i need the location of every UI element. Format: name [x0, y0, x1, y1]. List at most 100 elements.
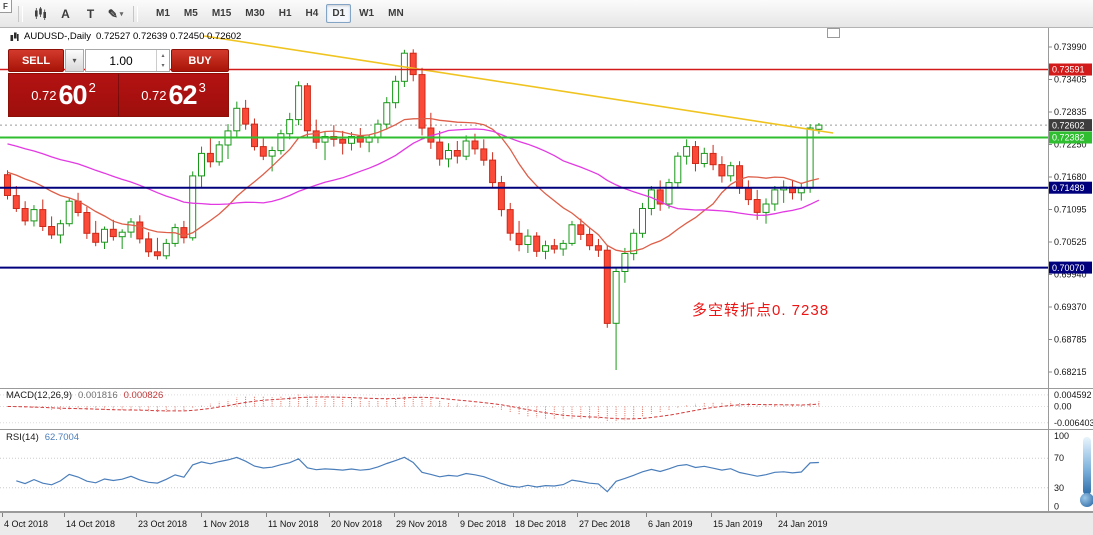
date-label: 15 Jan 2019 — [713, 519, 763, 529]
timeframe-button-d1[interactable]: D1 — [326, 4, 352, 23]
chart-shift-marker[interactable] — [827, 28, 840, 38]
symbol-name: AUDUSD-,Daily — [24, 31, 92, 42]
rsi-indicator-label: RSI(14) 62.7004 — [6, 432, 79, 443]
macd-title: MACD(12,26,9) — [6, 390, 72, 401]
sell-price-fraction: 2 — [88, 79, 96, 95]
time-axis-tick — [513, 513, 514, 517]
main-toolbar: A T ✎ ▾ M1 M5 M15 M30 H1 H4 D1 W1 MN — [0, 0, 1093, 28]
spinner-down-icon: ▾ — [161, 63, 165, 70]
date-label: 20 Nov 2018 — [331, 519, 383, 529]
sell-button[interactable]: SELL — [8, 49, 64, 72]
time-axis-tick — [201, 513, 202, 517]
timeframe-toolbar: M1 M5 M15 M30 H1 H4 D1 W1 MN — [150, 4, 410, 23]
svg-text:0.69940: 0.69940 — [1054, 270, 1087, 280]
time-axis-tick — [394, 513, 395, 517]
macd-indicator-label: MACD(12,26,9) 0.001816 0.000826 — [6, 390, 163, 401]
timeframe-button-mn[interactable]: MN — [388, 8, 404, 19]
timeframe-button-m15[interactable]: M15 — [211, 8, 232, 19]
volume-value: 1.00 — [109, 53, 133, 68]
timeframe-button-m30[interactable]: M30 — [245, 8, 265, 19]
buy-price-prefix: 0.72 — [141, 87, 167, 103]
date-label: 24 Jan 2019 — [778, 519, 828, 529]
buy-price-pips: 62 — [168, 79, 198, 110]
svg-text:0.72602: 0.72602 — [1052, 120, 1085, 130]
draw-tool-button[interactable]: ✎ ▾ — [104, 3, 127, 24]
buy-price-display[interactable]: 0.72 62 3 — [119, 74, 228, 116]
date-label: 9 Dec 2018 — [460, 519, 507, 529]
timeframe-button-m5[interactable]: M5 — [183, 8, 198, 19]
svg-text:-0.006403: -0.006403 — [1054, 418, 1093, 428]
bid-ask-display: 0.72 60 2 0.72 62 3 — [8, 73, 229, 117]
svg-text:0.73405: 0.73405 — [1054, 75, 1087, 85]
date-label: 11 Nov 2018 — [268, 519, 319, 529]
time-axis-tick — [136, 513, 137, 517]
ohlc-readout: 0.72527 0.72639 0.72450 0.72602 — [96, 31, 242, 42]
svg-text:0.68785: 0.68785 — [1054, 335, 1087, 345]
time-axis-tick — [266, 513, 267, 517]
candlestick-chart-icon — [35, 7, 46, 20]
timeframe-button-h4[interactable]: H4 — [305, 8, 319, 19]
timeframe-button-w1[interactable]: W1 — [359, 8, 375, 19]
text-label-t-button[interactable]: T — [86, 6, 95, 21]
sell-price-display[interactable]: 0.72 60 2 — [9, 74, 119, 116]
spinner-up-icon: ▴ — [161, 52, 165, 59]
svg-text:0.72250: 0.72250 — [1054, 140, 1087, 150]
buy-button[interactable]: BUY — [171, 49, 229, 72]
time-axis-tick — [776, 513, 777, 517]
buy-price-fraction: 3 — [198, 79, 206, 95]
svg-text:100: 100 — [1054, 431, 1069, 441]
sell-price-prefix: 0.72 — [31, 87, 57, 103]
svg-text:0.72835: 0.72835 — [1054, 107, 1087, 117]
svg-text:0.00: 0.00 — [1054, 402, 1072, 412]
date-label: 23 Oct 2018 — [138, 519, 188, 529]
svg-text:70: 70 — [1054, 453, 1064, 463]
corner-tab[interactable]: F — [0, 0, 12, 13]
svg-text:0: 0 — [1054, 502, 1059, 512]
time-axis-tick — [646, 513, 647, 517]
toolbar-drag-handle[interactable] — [18, 5, 23, 22]
chevron-down-icon: ▾ — [119, 10, 124, 18]
time-axis[interactable]: 4 Oct 2018 14 Oct 2018 23 Oct 2018 1 Nov 20… — [0, 512, 1093, 535]
time-axis-tick — [711, 513, 712, 517]
sell-price-pips: 60 — [58, 79, 88, 110]
volume-dropdown-button[interactable]: ▾ — [65, 49, 84, 72]
rsi-title: RSI(14) — [6, 432, 39, 443]
time-axis-tick — [64, 513, 65, 517]
time-axis-tick — [329, 513, 330, 517]
svg-text:0.72382: 0.72382 — [1052, 133, 1085, 143]
indicator-scale-slider[interactable] — [1080, 437, 1093, 507]
macd-value: 0.001816 — [78, 390, 118, 401]
rsi-value: 62.7004 — [44, 432, 80, 443]
chart-title: AUDUSD-,Daily 0.72527 0.72639 0.72450 0.… — [10, 31, 241, 42]
svg-text:30: 30 — [1054, 483, 1064, 493]
svg-text:0.68215: 0.68215 — [1054, 367, 1087, 377]
timeframe-button-h1[interactable]: H1 — [278, 8, 292, 19]
one-click-trading-panel: SELL ▾ 1.00 ▴ ▾ BUY 0.72 60 2 0.72 62 — [8, 49, 229, 117]
svg-text:0.71095: 0.71095 — [1054, 205, 1087, 215]
svg-text:0.70070: 0.70070 — [1052, 263, 1085, 273]
timeframe-button-m1[interactable]: M1 — [156, 8, 170, 19]
time-axis-tick — [577, 513, 578, 517]
svg-text:0.73990: 0.73990 — [1054, 42, 1087, 52]
time-axis-tick — [458, 513, 459, 517]
date-label: 27 Dec 2018 — [579, 519, 631, 529]
svg-text:0.004592: 0.004592 — [1054, 390, 1092, 400]
text-label-a-button[interactable]: A — [61, 6, 70, 21]
date-label: 1 Nov 2018 — [203, 519, 250, 529]
svg-text:0.70525: 0.70525 — [1054, 237, 1087, 247]
macd-signal-value: 0.000826 — [123, 390, 164, 401]
svg-text:0.73591: 0.73591 — [1052, 65, 1085, 75]
chevron-down-icon: ▾ — [72, 56, 77, 65]
pencil-icon: ✎ — [107, 6, 118, 21]
volume-input[interactable]: 1.00 ▴ ▾ — [85, 49, 170, 72]
chart-window-button[interactable] — [29, 3, 52, 24]
date-label: 18 Dec 2018 — [515, 519, 567, 529]
volume-spinner[interactable]: ▴ ▾ — [156, 50, 169, 71]
date-label: 14 Oct 2018 — [66, 519, 116, 529]
date-label: 4 Oct 2018 — [4, 519, 49, 529]
date-label: 6 Jan 2019 — [648, 519, 693, 529]
toolbar-drag-handle[interactable] — [133, 5, 138, 22]
svg-text:0.69370: 0.69370 — [1054, 302, 1087, 312]
